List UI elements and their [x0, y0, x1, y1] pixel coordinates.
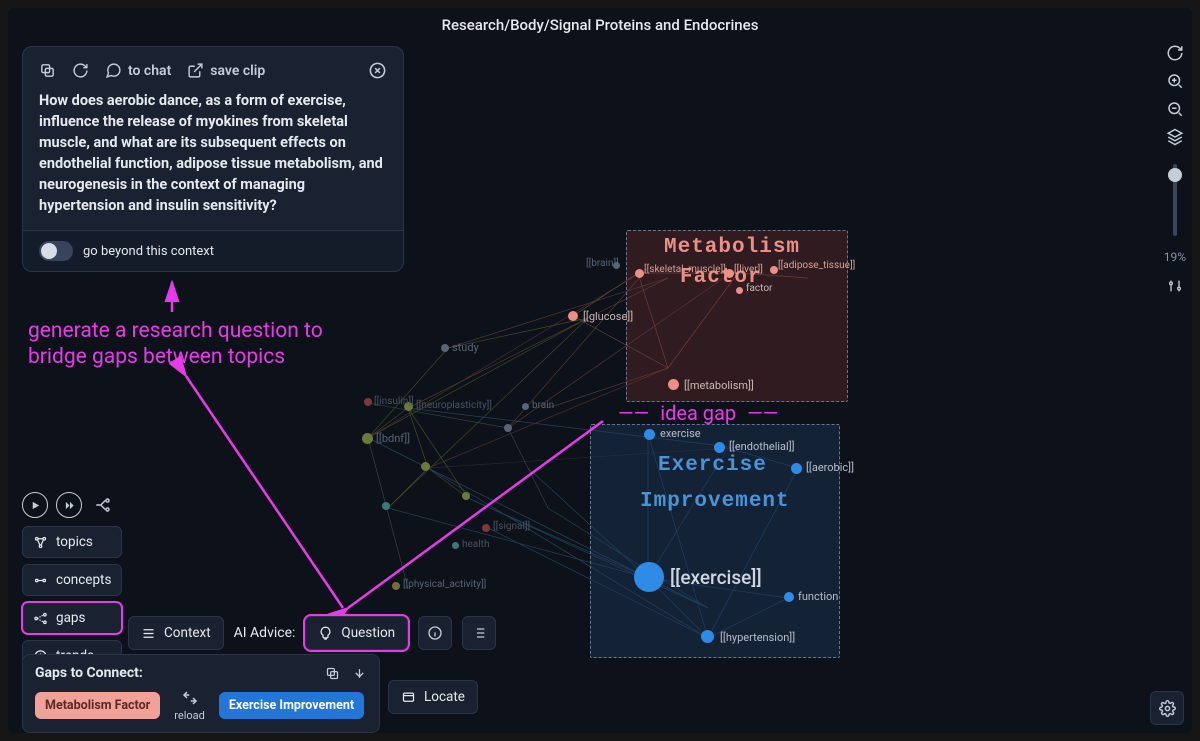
to-chat-button[interactable]: to chat	[105, 62, 171, 79]
node-health[interactable]	[452, 542, 459, 549]
layers-icon[interactable]	[1166, 128, 1184, 146]
gap-pill-metabolism[interactable]: Metabolism Factor	[35, 692, 160, 719]
tab-concepts-label: concepts	[56, 572, 111, 588]
label-physact: [[physical_activity]]	[403, 579, 486, 590]
annotation-headline: generate a research question to bridge g…	[28, 318, 368, 371]
branch-icon[interactable]	[90, 492, 116, 518]
settings-sliders-icon[interactable]	[1167, 278, 1183, 294]
node-study[interactable]	[441, 344, 449, 352]
to-chat-label: to chat	[128, 63, 171, 79]
label-metabolism: [[metabolism]]	[684, 379, 754, 392]
tab-topics[interactable]: topics	[22, 526, 122, 558]
locate-label: Locate	[424, 689, 465, 705]
tab-topics-label: topics	[56, 534, 93, 550]
gap-pill-exercise[interactable]: Exercise Improvement	[219, 692, 364, 719]
node-glucose[interactable]	[568, 311, 578, 321]
question-button[interactable]: Question	[305, 616, 408, 650]
node-factor[interactable]	[736, 287, 743, 294]
node-insulin[interactable]	[364, 398, 372, 406]
zoom-slider[interactable]	[1173, 164, 1177, 236]
cluster-b-label-2: Improvement	[640, 490, 790, 513]
node-endothelial[interactable]	[714, 442, 725, 453]
label-bdnf: [[bdnf]]	[376, 432, 410, 445]
label-hypertension: [[hypertension]]	[720, 631, 795, 644]
gaps-panel: Gaps to Connect: Metabolism Factor reloa…	[22, 654, 380, 733]
node-adipose[interactable]	[770, 266, 778, 274]
label-brain: [[brain]]	[586, 258, 619, 269]
node-metabolism[interactable]	[668, 379, 679, 390]
label-factor: factor	[746, 283, 772, 294]
node-adiponectin[interactable]	[421, 462, 430, 471]
node-skeletal-muscle[interactable]	[635, 269, 644, 278]
close-icon[interactable]	[368, 61, 387, 80]
node-c4[interactable]	[504, 424, 512, 432]
recenter-icon[interactable]	[1166, 44, 1184, 62]
info-button[interactable]	[418, 616, 452, 650]
label-insulin: [[insulin]]	[374, 396, 414, 407]
node-physact[interactable]	[392, 582, 400, 590]
gap-reload[interactable]: reload	[174, 689, 205, 722]
copy-icon[interactable]	[39, 62, 56, 79]
node-exercise-big[interactable]	[634, 562, 664, 592]
label-skeletal-muscle: [[skeletal_muscle]]	[644, 264, 726, 275]
annotation-idea-gap: —— idea gap ——	[618, 401, 778, 426]
label-brain2: brain	[532, 400, 554, 411]
question-label: Question	[341, 625, 395, 641]
zoom-percent: 19%	[1164, 250, 1186, 264]
generated-question: How does aerobic dance, as a form of exe…	[39, 90, 387, 216]
label-endothelial: [[endothelial]]	[729, 440, 795, 453]
node-signal[interactable]	[482, 524, 490, 532]
settings-button[interactable]	[1150, 691, 1184, 725]
label-liver: [[liver]]	[734, 264, 763, 275]
play-button[interactable]	[22, 492, 48, 518]
zoom-in-icon[interactable]	[1166, 72, 1184, 90]
save-clip-button[interactable]: save clip	[187, 62, 265, 79]
label-study: study	[452, 341, 479, 354]
context-toggle[interactable]	[39, 241, 73, 261]
label-signal: [[signal]]	[493, 521, 530, 532]
node-liver[interactable]	[725, 269, 734, 278]
context-button[interactable]: Context	[128, 616, 224, 650]
tab-concepts[interactable]: concepts	[22, 564, 122, 596]
label-aerobic: [[aerobic]]	[806, 461, 854, 474]
fast-forward-button[interactable]	[56, 492, 82, 518]
gap-reload-label: reload	[174, 709, 205, 722]
label-exercise-big: [[exercise]]	[670, 566, 762, 589]
node-c2[interactable]	[462, 492, 470, 500]
label-glucose: [[glucose]]	[583, 310, 633, 323]
node-c3[interactable]	[382, 502, 390, 510]
label-adipose: [[adipose_tissue]]	[778, 260, 855, 271]
tab-gaps[interactable]: gaps	[22, 602, 122, 634]
ai-advice-label: AI Advice:	[234, 625, 296, 641]
gaps-collapse-icon[interactable]	[352, 666, 367, 681]
gaps-title: Gaps to Connect:	[35, 665, 143, 681]
context-toggle-label: go beyond this context	[83, 244, 214, 259]
node-bdnf[interactable]	[362, 433, 373, 444]
label-exercise-small: exercise	[660, 427, 701, 440]
node-aerobic[interactable]	[791, 463, 802, 474]
question-card: to chat save clip How does aerobic dance…	[22, 46, 404, 272]
label-function: function	[798, 590, 838, 603]
node-brain2[interactable]	[522, 403, 529, 410]
save-clip-label: save clip	[210, 63, 265, 79]
gaps-copy-icon[interactable]	[325, 666, 340, 681]
label-neuroplasticity: [[neuroplasticity]]	[416, 400, 492, 411]
context-label: Context	[164, 625, 211, 641]
locate-button[interactable]: Locate	[388, 680, 478, 714]
label-health: health	[462, 539, 489, 550]
cluster-a-label-1: Metabolism	[664, 236, 800, 259]
breadcrumb: Research/Body/Signal Proteins and Endocr…	[8, 16, 1192, 34]
refresh-icon[interactable]	[72, 62, 89, 79]
list-button[interactable]	[462, 616, 496, 650]
node-hypertension[interactable]	[701, 630, 714, 643]
node-exercise-small[interactable]	[644, 429, 655, 440]
node-function[interactable]	[784, 592, 794, 602]
tab-gaps-label: gaps	[56, 610, 85, 626]
cluster-b-label-1: Exercise	[658, 454, 767, 477]
zoom-out-icon[interactable]	[1166, 100, 1184, 118]
